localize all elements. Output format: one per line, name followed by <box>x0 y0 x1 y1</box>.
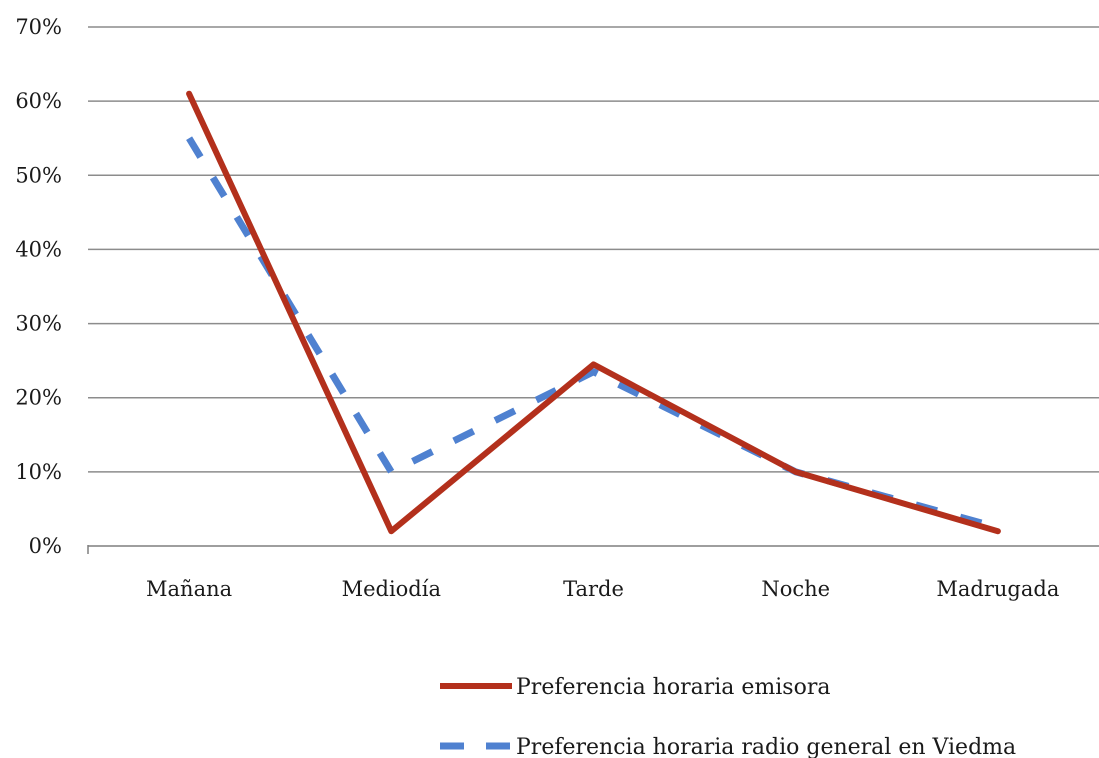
y-tick-label: 50% <box>15 163 62 187</box>
x-axis <box>87 545 1099 554</box>
y-tick-label: 70% <box>15 15 62 39</box>
x-tick-label: Tarde <box>563 577 624 601</box>
y-tick-label: 10% <box>15 460 62 484</box>
x-axis-tick-labels: Mañana Mediodía Tarde Noche Madrugada <box>146 577 1059 601</box>
y-tick-label: 60% <box>15 89 62 113</box>
y-tick-label: 30% <box>15 312 62 336</box>
y-axis-tick-labels: 0% 10% 20% 30% 40% 50% 60% 70% <box>15 15 62 558</box>
x-tick-label: Madrugada <box>936 577 1059 601</box>
x-tick-label: Mañana <box>146 577 232 601</box>
y-tick-label: 0% <box>29 534 62 558</box>
y-tick-label: 40% <box>15 237 62 261</box>
gridlines <box>88 26 1099 473</box>
legend: Preferencia horaria emisora Preferencia h… <box>440 675 1016 758</box>
x-tick-label: Noche <box>761 577 830 601</box>
series-line-1 <box>186 90 1001 535</box>
legend-label-2: Preferencia horaria radio general en Vie… <box>516 735 1016 758</box>
x-tick-label: Mediodía <box>342 577 441 601</box>
legend-label-1: Preferencia horaria emisora <box>516 675 830 700</box>
series-line-2 <box>186 136 999 531</box>
series-lines <box>186 90 1001 535</box>
y-tick-label: 20% <box>15 386 62 410</box>
